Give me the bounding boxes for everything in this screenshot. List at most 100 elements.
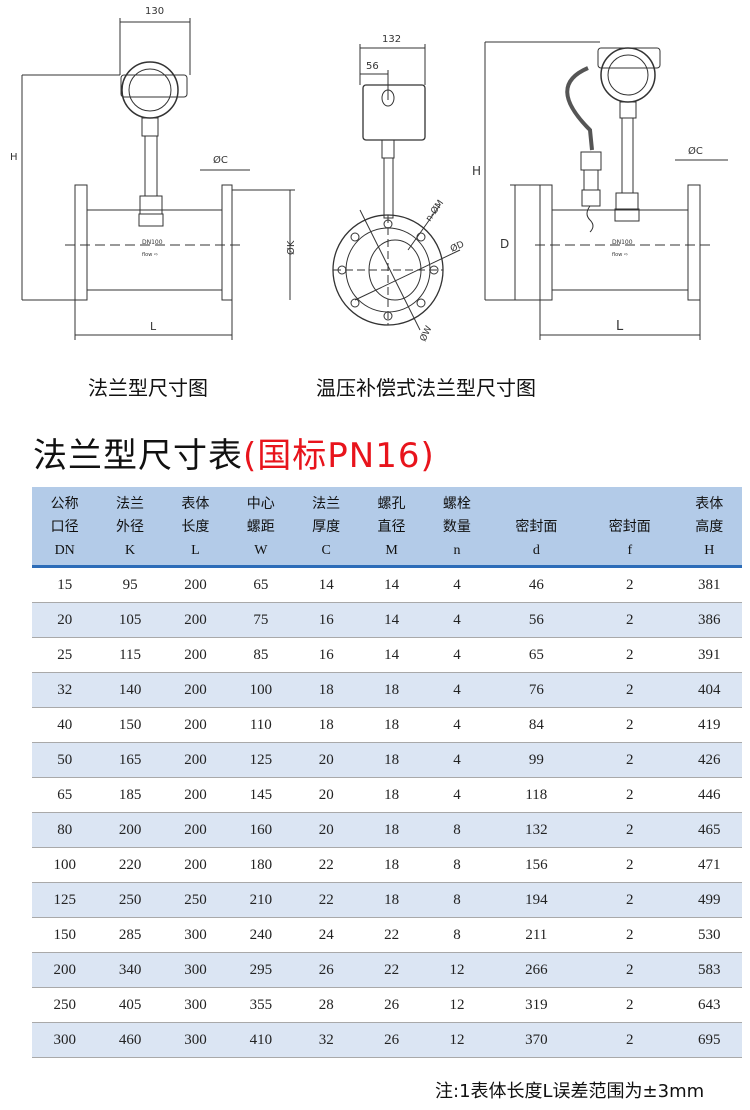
column-header-name: 密封面 <box>515 519 558 535</box>
table-cell: 28 <box>293 987 359 1023</box>
table-cell: 32 <box>32 672 98 708</box>
table-cell: 8 <box>424 847 490 883</box>
table-cell: 22 <box>293 882 359 918</box>
table-cell: 150 <box>97 707 163 743</box>
column-header-name: 表体高度 <box>695 496 724 535</box>
column-header-code: H <box>704 543 715 558</box>
table-cell: 65 <box>228 566 294 603</box>
compensated-drawing-caption: 温压补偿式法兰型尺寸图 <box>316 376 536 400</box>
table-cell: 85 <box>228 637 294 673</box>
dimension-drawings: 130 H DN100 flow ⇨ ØC ØK L 132 56 <box>10 6 728 343</box>
table-cell: 4 <box>424 777 490 813</box>
table-cell: 32 <box>293 1022 359 1058</box>
table-cell: 2 <box>583 777 677 813</box>
table-cell: 22 <box>293 847 359 883</box>
table-cell: 419 <box>676 707 742 743</box>
dim-flange-thickness-label: ØC <box>213 154 228 166</box>
table-cell: 2 <box>583 707 677 743</box>
column-header-name: 公称口径 <box>50 496 79 535</box>
table-cell: 200 <box>162 812 229 848</box>
table-title-standard: (国标PN16) <box>243 436 435 476</box>
table-cell: 643 <box>676 987 742 1023</box>
table-cell: 18 <box>358 812 425 848</box>
table-cell: 24 <box>293 917 359 953</box>
table-cell: 22 <box>358 952 425 988</box>
table-cell: 2 <box>583 637 677 673</box>
column-header: 表体长度 L <box>162 487 229 568</box>
table-cell: 84 <box>489 707 584 743</box>
table-cell: 2 <box>583 917 677 953</box>
table-cell: 391 <box>676 637 742 673</box>
table-cell: 180 <box>228 847 294 883</box>
table-cell: 2 <box>583 742 677 778</box>
table-cell: 4 <box>424 602 490 638</box>
table-cell: 300 <box>162 917 229 953</box>
table-cell: 200 <box>32 952 98 988</box>
table-cell: 20 <box>293 777 359 813</box>
table-cell: 2 <box>583 812 677 848</box>
column-header-name: 表体长度 <box>181 496 210 535</box>
table-cell: 132 <box>489 812 584 848</box>
column-header-name: 密封面 <box>608 519 651 535</box>
table-cell: 20 <box>32 602 98 638</box>
table-cell: 499 <box>676 882 742 918</box>
table-cell: 300 <box>162 952 229 988</box>
table-cell: 240 <box>228 917 294 953</box>
table-cell: 530 <box>676 917 742 953</box>
column-header-name: 法兰外径 <box>116 496 145 535</box>
table-cell: 16 <box>293 637 359 673</box>
table-cell: 26 <box>358 987 425 1023</box>
table-row: 80 200 200 160 20 18 8 132 2 465 <box>32 812 742 848</box>
table-cell: 211 <box>489 917 584 953</box>
table-title: 法兰型尺寸表(国标PN16) <box>33 428 435 477</box>
table-cell: 18 <box>358 882 425 918</box>
flow-mark: flow ⇨ <box>142 252 158 258</box>
table-title-main: 法兰型尺寸表 <box>33 436 243 476</box>
table-cell: 220 <box>97 847 163 883</box>
table-cell: 300 <box>162 1022 229 1058</box>
dim-d-label: D <box>500 237 509 251</box>
table-cell: 355 <box>228 987 294 1023</box>
table-cell: 14 <box>358 566 425 603</box>
table-cell: 2 <box>583 987 677 1023</box>
table-cell: 2 <box>583 882 677 918</box>
dimension-table: 公称口径 DN 法兰外径 K 表体长度 L 中心螺距 W 法兰厚度 C 螺孔直径 M 螺栓数量 n 密封面 d… <box>32 487 742 1058</box>
dim-offset-label: 56 <box>366 61 379 72</box>
column-header-name: 螺栓数量 <box>442 496 471 535</box>
compensated-flange-drawing: H D DN100 flow ⇨ ØC L <box>472 41 728 340</box>
dim-width-label: 132 <box>382 34 401 45</box>
table-cell: 370 <box>489 1022 584 1058</box>
table-cell: 140 <box>97 672 163 708</box>
table-cell: 185 <box>97 777 163 813</box>
table-cell: 110 <box>228 707 294 743</box>
flange-type-drawing: 130 H DN100 flow ⇨ ØC ØK L <box>10 6 297 340</box>
table-cell: 18 <box>358 847 425 883</box>
table-cell: 99 <box>489 742 584 778</box>
table-cell: 250 <box>162 882 229 918</box>
table-cell: 2 <box>583 566 677 603</box>
table-cell: 446 <box>676 777 742 813</box>
nameplate-label: DN100 <box>612 239 633 246</box>
table-cell: 340 <box>97 952 163 988</box>
table-cell: 22 <box>358 917 425 953</box>
table-cell: 404 <box>676 672 742 708</box>
table-cell: 20 <box>293 812 359 848</box>
table-cell: 12 <box>424 987 490 1023</box>
table-cell: 2 <box>583 672 677 708</box>
table-cell: 100 <box>32 847 98 883</box>
table-row: 32 140 200 100 18 18 4 76 2 404 <box>32 672 742 708</box>
table-row: 20 105 200 75 16 14 4 56 2 386 <box>32 602 742 638</box>
dim-pcd-label: ØW <box>418 324 435 343</box>
table-cell: 471 <box>676 847 742 883</box>
table-cell: 200 <box>162 637 229 673</box>
table-row: 150 285 300 240 24 22 8 211 2 530 <box>32 917 742 953</box>
dim-height-label: H <box>10 152 18 163</box>
column-header-code: n <box>453 543 461 558</box>
table-cell: 20 <box>293 742 359 778</box>
nameplate-label: DN100 <box>142 239 163 246</box>
table-cell: 200 <box>162 742 229 778</box>
table-cell: 95 <box>97 566 163 603</box>
table-cell: 2 <box>583 952 677 988</box>
table-cell: 8 <box>424 812 490 848</box>
